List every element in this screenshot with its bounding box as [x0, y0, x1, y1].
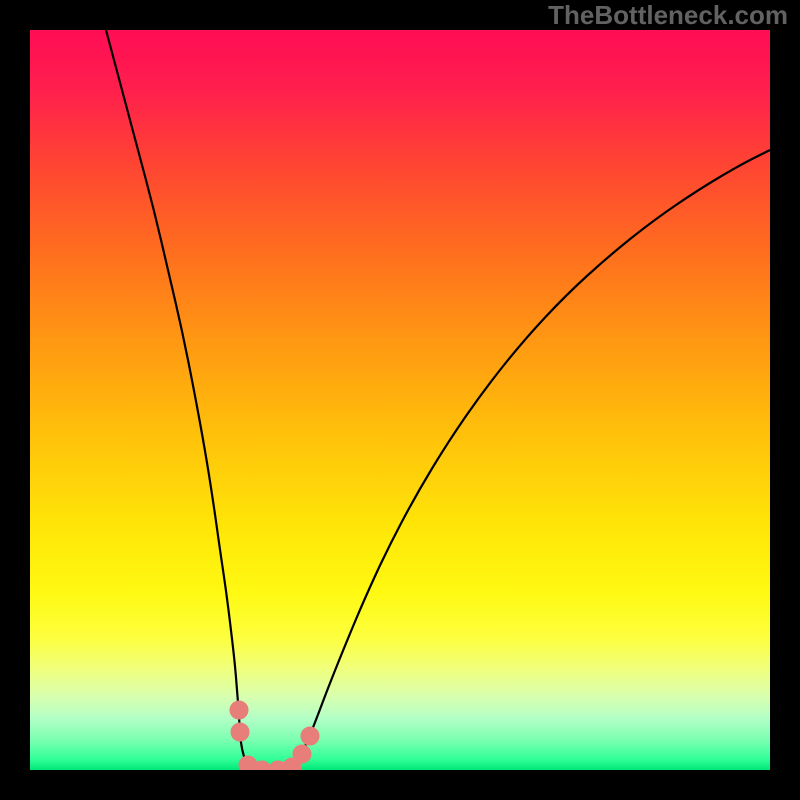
- data-marker: [293, 745, 311, 763]
- plot-background: [30, 30, 770, 770]
- data-marker: [230, 701, 248, 719]
- watermark-text: TheBottleneck.com: [548, 0, 788, 31]
- chart-container: TheBottleneck.com: [0, 0, 800, 800]
- bottleneck-chart: [0, 0, 800, 800]
- data-marker: [231, 723, 249, 741]
- data-marker: [301, 727, 319, 745]
